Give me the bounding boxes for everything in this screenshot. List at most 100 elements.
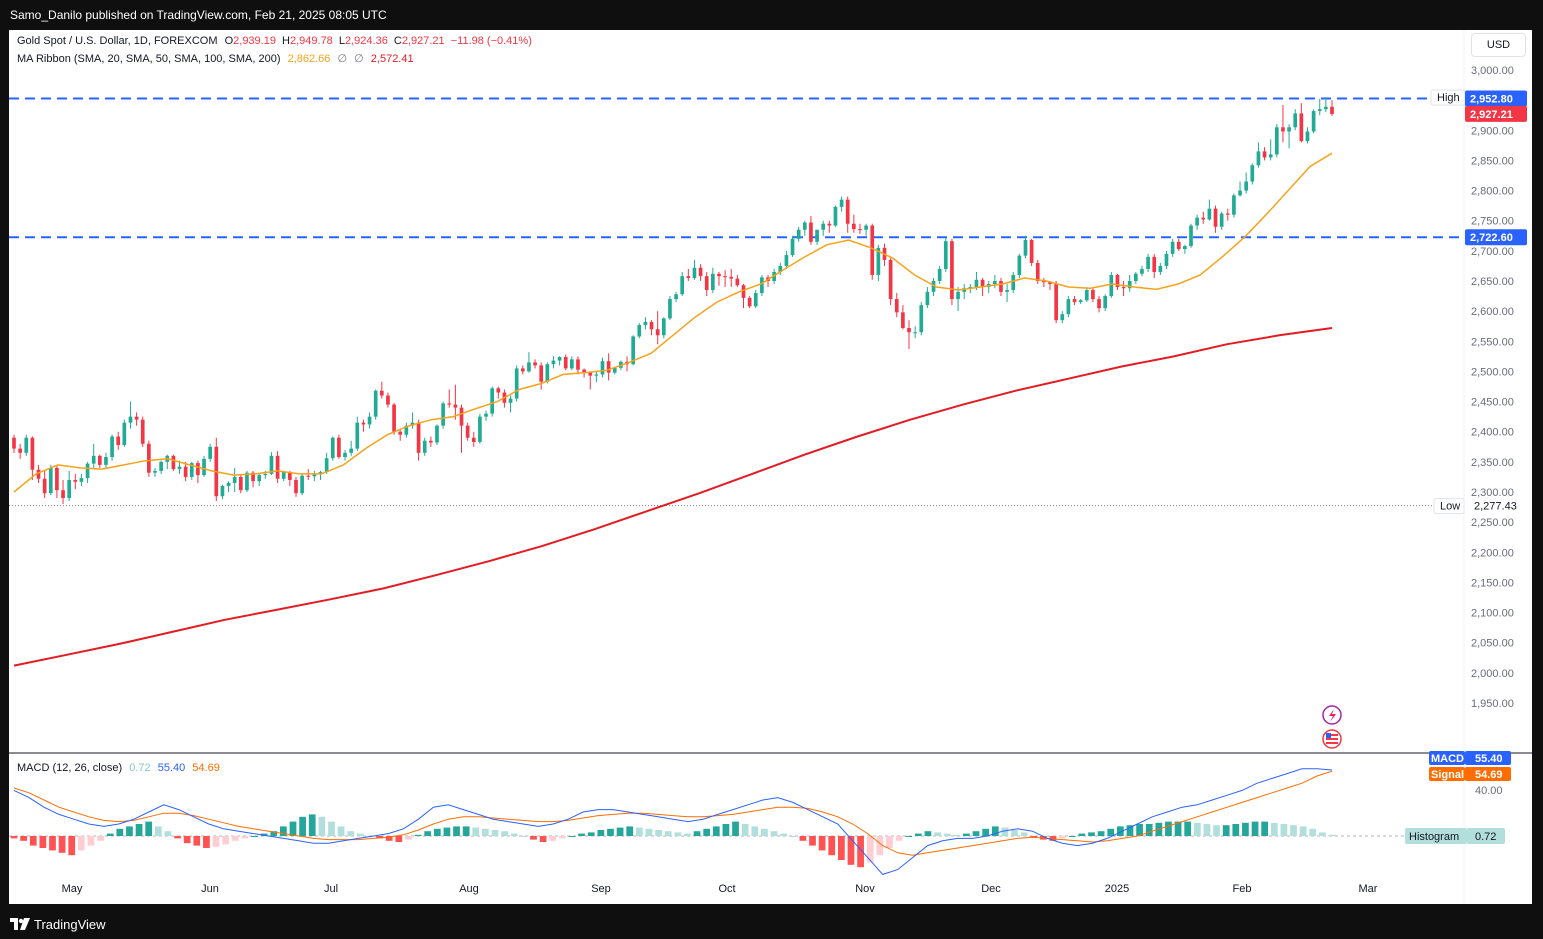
macd-hist-bar xyxy=(222,836,230,845)
histogram-tag-label: Histogram xyxy=(1409,831,1459,843)
time-axis-label: Mar xyxy=(1359,883,1378,895)
macd-hist-bar xyxy=(20,836,27,841)
macd-hist-bar xyxy=(1319,832,1326,836)
tradingview-logo[interactable]: TradingView xyxy=(10,914,106,934)
ma-value-2: ∅ xyxy=(337,53,348,65)
candle-body xyxy=(1005,290,1009,292)
candle-body xyxy=(802,222,807,230)
candle-body xyxy=(1048,282,1052,285)
candle-body xyxy=(913,332,917,334)
macd-axis-tag-value-bg xyxy=(1465,751,1511,765)
price-tick-label: 2,500.00 xyxy=(1471,366,1514,378)
macd-hist-bar xyxy=(270,831,278,836)
macd-hist-bar xyxy=(943,833,951,836)
macd-hist-bar xyxy=(145,821,153,836)
macd-axis-tag-value: 55.40 xyxy=(1475,753,1503,765)
macd-hist-bar xyxy=(905,836,913,837)
price-tick-label: 2,550.00 xyxy=(1471,336,1514,348)
macd-hist-bar xyxy=(809,836,816,846)
macd-hist-bar xyxy=(68,836,76,856)
candle-body xyxy=(496,388,501,393)
candle-body xyxy=(12,437,16,449)
macd-hist-bar xyxy=(530,836,537,840)
candle-body xyxy=(968,287,973,289)
macd-hist-bar xyxy=(1020,832,1028,836)
ma-legend: MA Ribbon (SMA, 20, SMA, 50, SMA, 100, S… xyxy=(17,52,414,65)
macd-hist-bar xyxy=(39,836,47,848)
chart-canvas[interactable]: 3,000.002,950.002,900.002,850.002,800.00… xyxy=(9,30,1532,904)
macd-hist-bar xyxy=(356,833,364,836)
macd-hist-bar xyxy=(106,833,114,836)
candle-body xyxy=(110,436,114,458)
candle-body xyxy=(931,281,936,292)
time-axis-label: Jun xyxy=(201,883,219,895)
symbol-name: Gold Spot / U.S. Dollar, 1D, FOREXCOM xyxy=(17,35,218,47)
macd-hist-bar xyxy=(770,831,778,836)
candle-body xyxy=(692,267,697,278)
signal-axis-tag: Signal 54.69 xyxy=(1429,767,1511,781)
candle-body xyxy=(1189,225,1193,247)
macd-hist-bar xyxy=(684,833,691,836)
time-axis-label: May xyxy=(62,883,83,895)
candle-body xyxy=(545,364,550,382)
macd-hist-bar xyxy=(1001,827,1009,836)
histogram-axis-tag: Histogram 0.72 xyxy=(1405,828,1505,844)
candle-body xyxy=(202,458,206,476)
currency-button[interactable]: USD xyxy=(1471,33,1526,57)
macd-hist-bar xyxy=(164,831,172,836)
ma-title: MA Ribbon (SMA, 20, SMA, 50, SMA, 100, S… xyxy=(17,53,281,65)
candle-body xyxy=(1219,213,1224,227)
candle-body xyxy=(24,437,29,453)
macd-hist-bar xyxy=(241,836,249,839)
candle-body xyxy=(735,278,740,286)
candle-body xyxy=(36,469,41,479)
candle-body xyxy=(404,425,409,435)
sma200-line xyxy=(13,327,1333,667)
candle-body xyxy=(226,482,231,486)
candle-body xyxy=(1091,290,1095,300)
candle-body xyxy=(992,281,997,285)
candle-body xyxy=(441,403,445,426)
macd-hist-bar xyxy=(405,836,412,840)
macd-hist-bar xyxy=(154,826,162,836)
macd-hist-bar xyxy=(1203,824,1211,836)
candle-body xyxy=(386,395,390,405)
time-axis-label: Feb xyxy=(1233,883,1252,895)
candle-body xyxy=(894,299,899,313)
candle-body xyxy=(539,365,544,382)
macd-hist-bar xyxy=(895,836,903,841)
macd-hist-bar xyxy=(491,830,499,836)
candle-body xyxy=(55,467,59,491)
candle-body xyxy=(67,479,72,499)
candle-body xyxy=(159,461,163,471)
candle-body xyxy=(1244,181,1249,191)
time-axis-label: Sep xyxy=(591,883,611,895)
candle-body xyxy=(582,369,586,373)
macd-hist-bar xyxy=(1242,822,1249,836)
candle-body xyxy=(134,416,139,420)
candle-body xyxy=(1121,287,1126,289)
candle-body xyxy=(1164,253,1169,266)
macd-hist-bar xyxy=(1184,821,1192,836)
candle-body xyxy=(1317,109,1322,111)
candle-body xyxy=(104,457,108,465)
macd-hist-bar xyxy=(972,831,980,836)
macd-hist-bar xyxy=(645,828,653,836)
macd-hist-bar xyxy=(299,816,306,836)
candle-body xyxy=(1305,131,1310,142)
publisher-text: Samo_Danilo published on TradingView.com… xyxy=(10,8,387,22)
candle-body xyxy=(1262,151,1267,158)
candle-body xyxy=(723,276,727,278)
close-value: 2,927.21 xyxy=(401,35,445,47)
chart-panel[interactable]: 3,000.002,950.002,900.002,850.002,800.00… xyxy=(9,30,1532,904)
macd-hist-value: 0.72 xyxy=(129,762,151,774)
time-axis-label: Dec xyxy=(981,883,1001,895)
open-label: O xyxy=(224,35,234,47)
candle-body xyxy=(1256,151,1261,166)
us-flag-canton xyxy=(1326,733,1331,738)
candle-body xyxy=(1011,274,1016,291)
candle-body xyxy=(925,291,930,306)
price-tick-label: 2,300.00 xyxy=(1471,487,1514,499)
macd-hist-bar xyxy=(866,836,874,863)
candles-group xyxy=(12,97,1334,505)
